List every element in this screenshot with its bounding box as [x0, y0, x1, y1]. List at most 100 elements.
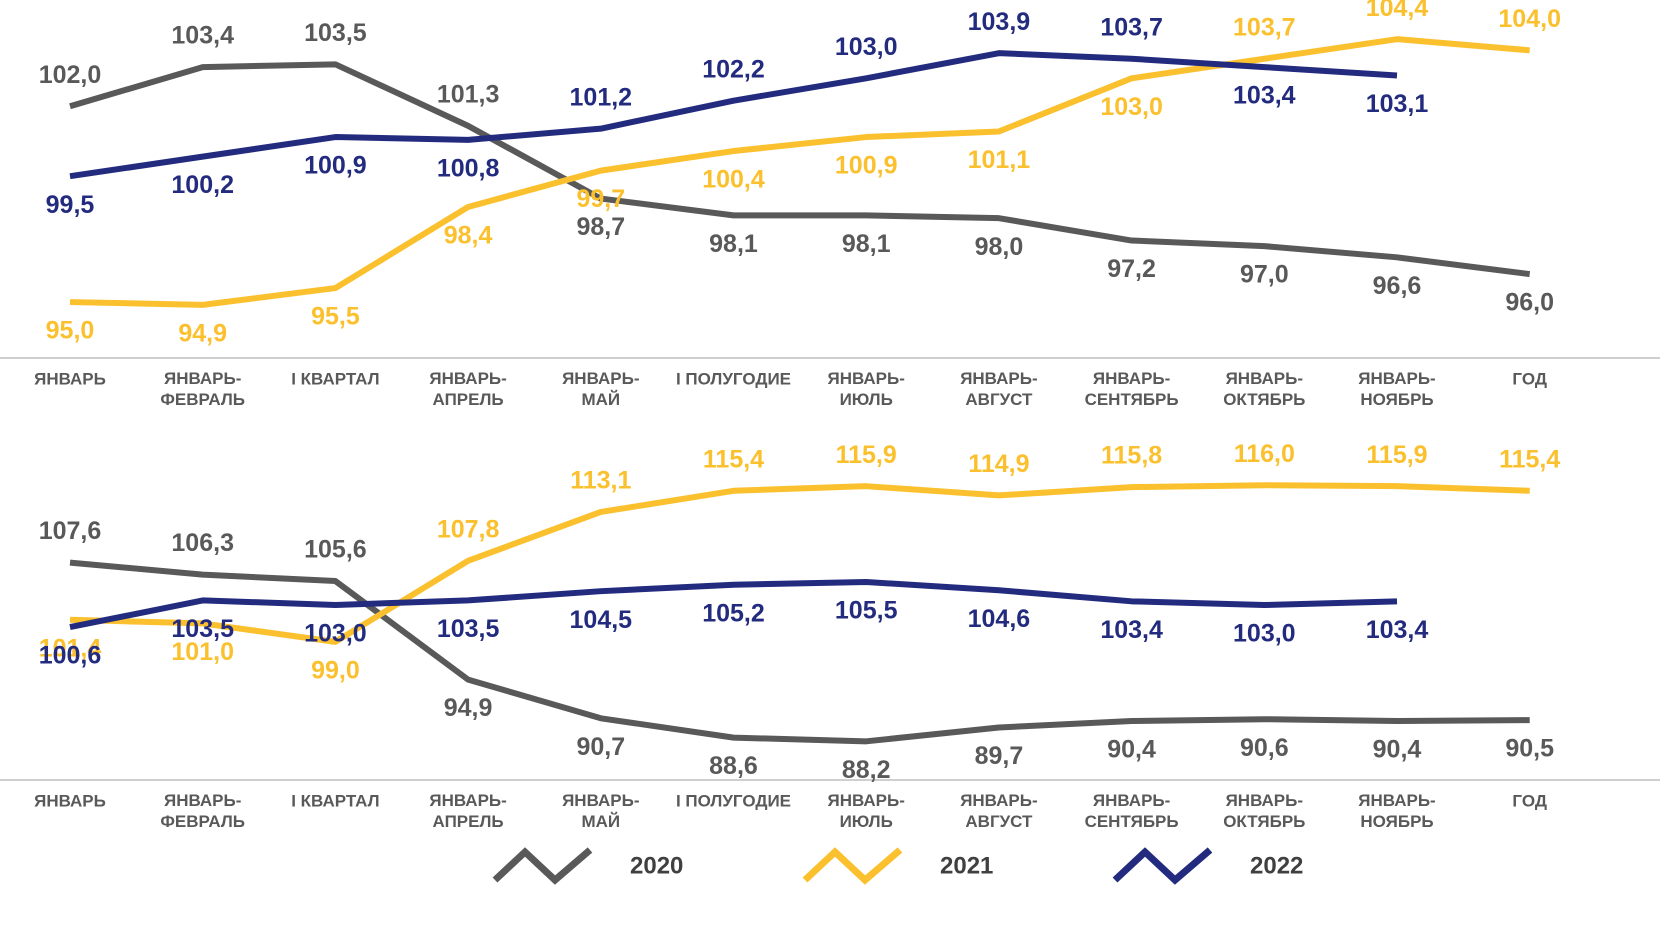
data-label: 103,9 [968, 8, 1031, 36]
data-label: 115,4 [703, 445, 764, 473]
data-label: 103,0 [304, 620, 367, 648]
data-label: 105,2 [702, 599, 765, 627]
data-label: 96,6 [1373, 272, 1422, 300]
data-label: 107,6 [39, 517, 102, 545]
data-label: 107,8 [437, 515, 500, 543]
data-label: 103,7 [1233, 13, 1296, 41]
data-label: 103,4 [1366, 616, 1429, 644]
data-label: 115,4 [1499, 445, 1560, 473]
x-tick-label: I ПОЛУГОДИЕ [676, 791, 791, 810]
x-tick-label: ЯНВАРЬ-СЕНТЯБРЬ [1085, 791, 1179, 831]
x-tick-label: ГОД [1512, 791, 1547, 810]
data-label: 104,6 [968, 605, 1031, 633]
data-label: 103,0 [1100, 93, 1163, 121]
data-label: 97,0 [1240, 261, 1289, 289]
data-label: 115,9 [1366, 441, 1427, 469]
data-label: 101,0 [171, 638, 234, 666]
x-tick-label: ЯНВАРЬ-ОКТЯБРЬ [1223, 369, 1305, 409]
series-line [69, 559, 1530, 745]
x-tick-label: ЯНВАРЬ-ИЮЛЬ [827, 369, 904, 409]
x-tick-label: ЯНВАРЬ-АВГУСТ [960, 369, 1037, 409]
data-label: 103,5 [437, 615, 500, 643]
data-label: 99,0 [311, 656, 360, 684]
data-label: 90,7 [576, 733, 625, 761]
data-label: 104,0 [1498, 5, 1561, 33]
data-label: 88,2 [842, 756, 891, 784]
data-label: 105,5 [835, 597, 898, 625]
x-tick-label: ЯНВАРЬ [34, 791, 106, 810]
data-label: 103,4 [171, 22, 234, 50]
x-tick-label: ЯНВАРЬ [34, 369, 106, 388]
x-tick-label: ЯНВАРЬ-СЕНТЯБРЬ [1085, 369, 1179, 409]
data-label: 101,3 [437, 80, 500, 108]
data-label: 99,5 [46, 191, 95, 219]
x-tick-label: ЯНВАРЬ-АПРЕЛЬ [429, 369, 506, 409]
data-label: 95,5 [311, 303, 360, 331]
legend-swatch [1112, 847, 1213, 885]
legend-label: 2020 [630, 852, 683, 879]
data-label: 97,2 [1107, 255, 1156, 283]
data-label: 94,9 [178, 319, 227, 347]
data-label: 104,4 [1366, 0, 1429, 22]
series-line [69, 578, 1398, 631]
data-label: 101,1 [968, 146, 1031, 174]
data-label: 106,3 [171, 529, 234, 557]
series-line [69, 61, 1531, 278]
data-label: 90,4 [1107, 736, 1156, 764]
x-tick-label: ЯНВАРЬ-НОЯБРЬ [1358, 791, 1435, 831]
data-label: 100,9 [304, 152, 367, 180]
data-label: 116,0 [1234, 440, 1295, 468]
x-tick-label: ГОД [1512, 369, 1547, 388]
x-tick-label: I ПОЛУГОДИЕ [676, 369, 791, 388]
data-label: 115,9 [836, 441, 897, 469]
data-label: 102,0 [39, 61, 102, 89]
data-label: 90,5 [1505, 735, 1554, 763]
data-label: 100,2 [171, 171, 234, 199]
data-label: 101,2 [570, 83, 633, 111]
x-tick-label: I КВАРТАЛ [291, 369, 379, 388]
data-label: 98,4 [444, 222, 493, 250]
data-label: 95,0 [46, 317, 95, 345]
data-label: 103,1 [1366, 90, 1429, 118]
x-tick-label: I КВАРТАЛ [291, 791, 379, 810]
data-label: 103,0 [835, 33, 898, 61]
x-tick-label: ЯНВАРЬ-МАЙ [562, 369, 639, 409]
data-label: 101,4 [39, 634, 102, 662]
x-tick-label: ЯНВАРЬ-НОЯБРЬ [1358, 369, 1435, 409]
legend-label: 2021 [940, 852, 993, 879]
data-label: 98,0 [975, 233, 1024, 261]
data-label: 96,0 [1505, 289, 1554, 317]
data-label: 105,6 [304, 536, 367, 564]
data-label: 98,7 [576, 213, 625, 241]
data-label: 89,7 [975, 742, 1024, 770]
data-label: 103,4 [1233, 82, 1296, 110]
data-label: 98,1 [709, 230, 758, 258]
legend-swatch [492, 847, 593, 885]
x-tick-label: ЯНВАРЬ-МАЙ [562, 791, 639, 831]
data-label: 103,4 [1100, 616, 1163, 644]
data-label: 103,5 [171, 615, 234, 643]
data-label: 113,1 [570, 467, 631, 495]
data-label: 88,6 [709, 752, 758, 780]
data-label: 90,4 [1373, 736, 1422, 764]
data-label: 100,6 [39, 642, 102, 670]
data-label: 103,5 [304, 19, 367, 47]
series-line [69, 482, 1530, 645]
series-line [69, 50, 1398, 180]
data-label: 90,6 [1240, 734, 1289, 762]
x-tick-label: ЯНВАРЬ-ФЕВРАЛЬ [160, 791, 245, 831]
series-line [69, 36, 1530, 308]
data-label: 103,7 [1100, 13, 1163, 41]
data-label: 100,4 [702, 166, 765, 194]
data-label: 99,7 [576, 185, 625, 213]
data-label: 103,0 [1233, 620, 1296, 648]
legend-swatch [802, 847, 903, 885]
x-tick-label: ЯНВАРЬ-ИЮЛЬ [827, 791, 904, 831]
x-tick-label: ЯНВАРЬ-АВГУСТ [960, 791, 1037, 831]
data-label: 98,1 [842, 230, 891, 258]
data-label: 100,9 [835, 152, 898, 180]
x-tick-label: ЯНВАРЬ-АПРЕЛЬ [429, 791, 506, 831]
data-label: 114,9 [968, 450, 1029, 478]
data-label: 102,2 [702, 55, 765, 83]
